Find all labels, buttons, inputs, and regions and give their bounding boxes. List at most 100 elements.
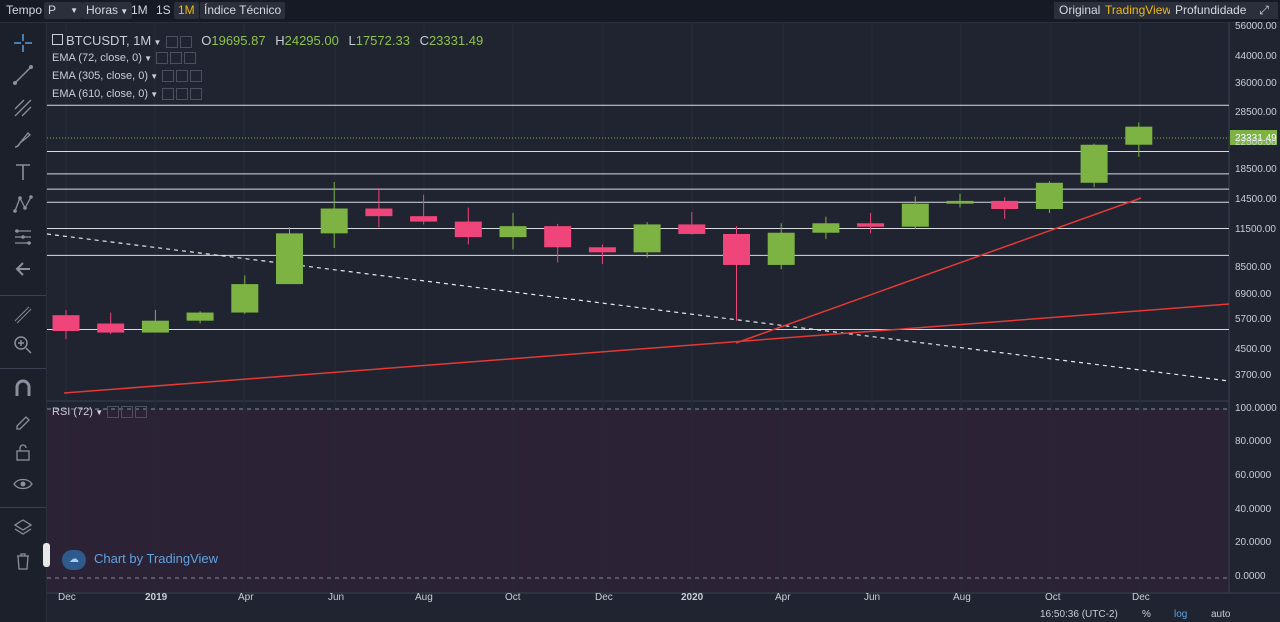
log-toggle[interactable]: log	[1174, 609, 1188, 620]
price-tick-label: 36000.00	[1235, 78, 1277, 89]
main-series-legend: BTCUSDT, 1M ▼ O19695.87 H24295.00 L17572…	[52, 33, 483, 48]
price-tick-label: 5700.00	[1235, 314, 1272, 325]
candle	[97, 312, 125, 335]
hours-select[interactable]: Horas ▼	[82, 2, 133, 19]
settings-icon[interactable]	[165, 35, 178, 48]
auto-toggle[interactable]: auto	[1211, 609, 1231, 620]
indicators-button[interactable]: Índice Técnico	[200, 2, 286, 19]
candle-body	[141, 320, 169, 333]
ema-legend-2[interactable]: EMA (305, close, 0) ▼	[52, 70, 203, 83]
price-tick-label: 28500.00	[1235, 107, 1277, 118]
close-icon[interactable]	[135, 406, 148, 419]
close-icon[interactable]	[184, 52, 197, 65]
candle	[857, 213, 885, 234]
time-tick-label: Aug	[415, 592, 433, 603]
forecast-tool-icon[interactable]	[12, 226, 34, 248]
tradingview-watermark[interactable]: ☁ Chart by TradingView	[62, 548, 218, 570]
percent-toggle[interactable]: %	[1142, 609, 1151, 620]
symbol-label: BTCUSDT, 1M	[66, 33, 152, 48]
chevron-down-icon[interactable]: ▼	[141, 54, 155, 63]
time-tick-label: Apr	[238, 592, 254, 603]
cloud-logo-icon: ☁	[62, 549, 86, 570]
lock-icon[interactable]	[12, 441, 34, 463]
chevron-down-icon[interactable]: ▼	[148, 90, 161, 99]
period-select[interactable]: P ▼	[44, 2, 82, 19]
price-tick-label: 56000.00	[1235, 21, 1277, 32]
time-tick-label: Dec	[595, 592, 613, 603]
rsi-tick-label: 80.0000	[1235, 436, 1272, 447]
original-view-button[interactable]: Original	[1054, 2, 1106, 19]
interval-1s-button[interactable]: 1S	[156, 3, 171, 17]
drawing-toolbar	[0, 23, 47, 622]
candle-body	[767, 232, 795, 265]
candle-body	[946, 200, 974, 204]
toolbar-divider	[0, 507, 46, 508]
visibility-icon[interactable]	[170, 52, 183, 65]
interval-1month-button[interactable]: 1M	[174, 2, 199, 19]
fullscreen-icon[interactable]: ⤢	[1250, 2, 1278, 19]
candle	[320, 182, 348, 248]
candle	[454, 207, 482, 245]
candle-body	[678, 224, 706, 234]
rsi-tick-label: 100.0000	[1235, 403, 1277, 414]
tradingview-view-button[interactable]: TradingView	[1100, 2, 1177, 19]
settings-icon[interactable]	[162, 88, 175, 101]
scroll-handle[interactable]	[43, 543, 50, 567]
crosshair-icon[interactable]	[12, 32, 34, 54]
settings-icon[interactable]	[156, 52, 169, 65]
layers-icon[interactable]	[12, 517, 34, 539]
candle	[723, 226, 750, 321]
visibility-icon[interactable]	[179, 35, 192, 48]
price-tick-label: 22500.00	[1235, 137, 1277, 148]
pattern-tool-icon[interactable]	[12, 193, 34, 215]
zoom-in-icon[interactable]	[12, 334, 34, 356]
candles-group	[52, 122, 1153, 340]
chart-area[interactable]: 23331.49	[47, 23, 1280, 622]
chevron-down-icon: ▼	[118, 7, 129, 16]
settings-icon[interactable]	[107, 406, 120, 419]
ema-legend-3[interactable]: EMA (610, close, 0) ▼	[52, 88, 203, 101]
candle-body	[901, 203, 929, 227]
candle	[186, 311, 214, 324]
visibility-icon[interactable]	[176, 70, 189, 83]
dashed-trendline	[47, 233, 1230, 382]
visibility-icon[interactable]	[121, 406, 134, 419]
settings-icon[interactable]	[162, 70, 175, 83]
depth-view-button[interactable]: Profundidade	[1170, 2, 1252, 19]
close-label: C	[419, 33, 429, 48]
trash-icon[interactable]	[12, 550, 34, 572]
candle	[365, 187, 393, 228]
candle	[991, 197, 1019, 219]
stay-drawing-icon[interactable]	[12, 409, 34, 431]
magnet-icon[interactable]	[12, 377, 34, 399]
candle	[276, 227, 303, 285]
ruler-icon[interactable]	[12, 304, 34, 326]
arrow-left-icon[interactable]	[12, 258, 34, 280]
brush-icon[interactable]	[12, 129, 34, 151]
low-value: 17572.33	[355, 33, 410, 48]
candle	[588, 244, 616, 265]
chevron-down-icon: ▼	[70, 6, 78, 15]
interval-1m-button[interactable]: 1M	[131, 3, 148, 17]
rsi-tick-label: 60.0000	[1235, 470, 1272, 481]
chevron-down-icon[interactable]: ▼	[151, 38, 164, 47]
price-tick-label: 11500.00	[1235, 224, 1276, 235]
rsi-legend[interactable]: RSI (72) ▼	[52, 406, 148, 419]
candle	[141, 309, 169, 333]
fib-tool-icon[interactable]	[12, 97, 34, 119]
toolbar-divider	[0, 295, 46, 296]
text-tool-icon[interactable]	[12, 161, 34, 183]
eye-icon[interactable]	[12, 473, 34, 495]
chevron-down-icon[interactable]: ▼	[92, 408, 106, 417]
close-icon[interactable]	[190, 88, 203, 101]
trend-line-icon[interactable]	[12, 64, 34, 86]
ema-legend-1[interactable]: EMA (72, close, 0) ▼	[52, 52, 197, 65]
chevron-down-icon[interactable]: ▼	[148, 72, 161, 81]
hours-select-label: Horas	[86, 3, 119, 17]
clock-label: 16:50:36 (UTC-2)	[1040, 609, 1118, 620]
candle-body	[1125, 126, 1153, 145]
visibility-icon[interactable]	[176, 88, 189, 101]
candle-body	[1080, 144, 1108, 183]
rsi-tick-label: 20.0000	[1235, 537, 1272, 548]
close-icon[interactable]	[190, 70, 203, 83]
